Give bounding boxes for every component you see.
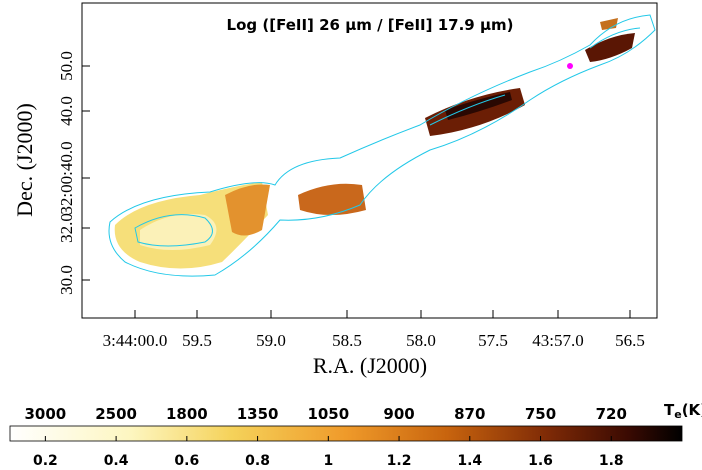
x-tick-label: 3:44:00.0 bbox=[103, 331, 168, 350]
y-axis-label: Dec. (J2000) bbox=[12, 103, 37, 217]
colorbar-tick-label: 1.8 bbox=[599, 453, 624, 469]
te-label: 3000 bbox=[24, 405, 66, 423]
y-tick-label: 50.0 bbox=[57, 51, 76, 81]
plot-frame bbox=[81, 2, 658, 319]
te-label: 1050 bbox=[307, 405, 349, 423]
x-tick-label: 58.0 bbox=[406, 331, 436, 350]
te-unit: Te(K) bbox=[664, 401, 702, 421]
y-tick-label: 30.0 bbox=[57, 265, 76, 295]
y-tick-label: 32.0 bbox=[57, 213, 76, 243]
colorbar-tick-label: 0.8 bbox=[245, 453, 270, 469]
x-tick-label: 43:57.0 bbox=[532, 331, 583, 350]
te-label: 900 bbox=[383, 405, 414, 423]
colorbar-tick-label: 1.4 bbox=[457, 453, 482, 469]
x-axis-label: R.A. (J2000) bbox=[313, 353, 427, 378]
chart-title: Log ([FeII] 26 μm / [FeII] 17.9 μm) bbox=[227, 16, 514, 34]
x-tick-label: 59.0 bbox=[256, 331, 286, 350]
x-tick-label: 56.5 bbox=[615, 331, 645, 350]
colorbar bbox=[9, 425, 683, 442]
te-label: 720 bbox=[596, 405, 627, 423]
colorbar-tick-label: 0.2 bbox=[33, 453, 58, 469]
te-label: 1350 bbox=[237, 405, 279, 423]
te-label: 870 bbox=[454, 405, 485, 423]
y-tick-label: 32:00:40.0 bbox=[57, 141, 76, 214]
colorbar-tick-label: 0.4 bbox=[104, 453, 129, 469]
te-label: 750 bbox=[525, 405, 556, 423]
te-symbol: T bbox=[664, 401, 675, 419]
te-subscript: e bbox=[674, 408, 681, 421]
colorbar-tick-label: 0.6 bbox=[174, 453, 199, 469]
x-tick-label: 58.5 bbox=[332, 331, 362, 350]
x-tick-label: 59.5 bbox=[182, 331, 212, 350]
colorbar-tick-label: 1 bbox=[323, 453, 333, 469]
colorbar-tick-label: 1.6 bbox=[528, 453, 553, 469]
colorbar-tick-label: 1.2 bbox=[387, 453, 412, 469]
y-tick-label: 40.0 bbox=[57, 96, 76, 126]
x-tick-label: 57.5 bbox=[478, 331, 508, 350]
te-unit-text: (K) bbox=[682, 401, 702, 419]
te-label: 2500 bbox=[95, 405, 137, 423]
te-label: 1800 bbox=[166, 405, 208, 423]
image-map bbox=[108, 14, 656, 277]
